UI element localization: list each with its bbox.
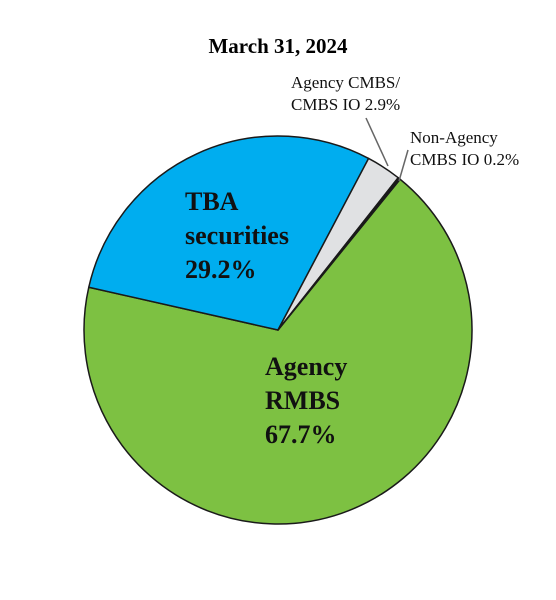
value-label: 0.2% xyxy=(483,150,520,169)
chart-title: March 31, 2024 xyxy=(208,34,348,58)
value-label: 29.2% xyxy=(185,255,257,284)
leader-line xyxy=(365,117,389,167)
category-label: Agency RMBS xyxy=(265,352,348,415)
category-label: Non-Agency CMBS IO xyxy=(410,128,498,169)
slice-label: Non-Agency CMBS IO 0.2% xyxy=(410,127,535,171)
pie-slice xyxy=(83,178,473,525)
pie-slice xyxy=(88,135,370,331)
slice-label: TBA securities 29.2% xyxy=(185,185,310,287)
leader-line xyxy=(398,149,409,182)
slice-label: Agency CMBS/ CMBS IO 2.9% xyxy=(291,72,416,116)
category-label: TBA securities xyxy=(185,187,289,250)
value-label: 67.7% xyxy=(265,420,337,449)
slice-label: Agency RMBS 67.7% xyxy=(265,350,365,452)
category-label: Agency CMBS/ CMBS IO xyxy=(291,73,401,114)
value-label: 2.9% xyxy=(364,95,401,114)
